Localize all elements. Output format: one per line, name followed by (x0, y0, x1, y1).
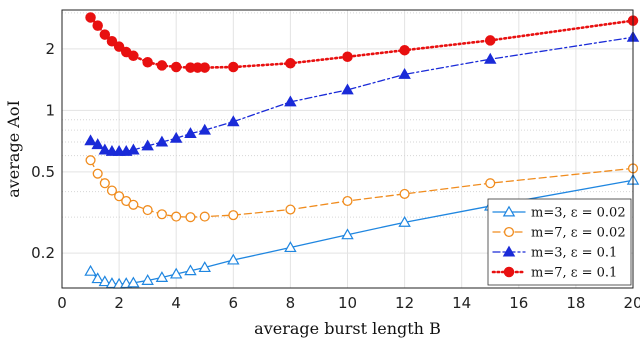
legend-label: m=7, ε = 0.1 (531, 266, 617, 281)
y-tick-label: 2 (45, 40, 55, 58)
x-tick-label: 2 (114, 294, 124, 312)
data-point (169, 131, 183, 143)
data-point (485, 178, 496, 189)
data-point (113, 41, 125, 52)
data-point (128, 50, 139, 62)
data-point (199, 211, 210, 222)
series-line (89, 16, 635, 69)
tick-labels: 0 2 4 6 8 10 12 14 16 18 200.20.512 (31, 40, 640, 312)
x-tick-label: 12 (395, 294, 414, 312)
data-point (156, 209, 167, 220)
x-axis-label: average burst length B (254, 319, 441, 338)
data-point (184, 127, 197, 139)
data-point (84, 134, 97, 146)
series-2 (85, 155, 639, 223)
data-point (484, 52, 497, 64)
x-tick-label: 20 (623, 294, 640, 312)
data-point (127, 143, 140, 155)
data-point (155, 271, 169, 282)
legend-item: m=3, ε = 0.1 (492, 245, 617, 261)
x-tick-label: 4 (171, 294, 181, 312)
data-point (284, 95, 297, 107)
data-point (105, 277, 119, 289)
plot-frame (61, 9, 634, 289)
data-point (184, 264, 197, 276)
data-point (91, 272, 104, 284)
data-point (155, 135, 169, 147)
data-point (198, 123, 211, 135)
data-point (171, 211, 182, 222)
data-point (92, 20, 103, 31)
y-tick-label: 1 (45, 101, 55, 119)
x-tick-label: 16 (509, 294, 528, 312)
series-4 (85, 12, 639, 73)
data-point (185, 212, 196, 223)
x-tick-label: 6 (229, 294, 239, 312)
data-point (284, 241, 297, 253)
data-point (128, 199, 139, 210)
x-tick-label: 10 (338, 294, 357, 312)
data-point (398, 215, 411, 227)
legend-marker (502, 245, 516, 257)
legend-item: m=3, ε = 0.02 (492, 205, 626, 221)
data-point (84, 264, 97, 276)
data-point (141, 274, 154, 285)
data-point (341, 228, 354, 240)
legend: m=3, ε = 0.02 m=7, ε = 0.02 m=3, ε = 0.1 m=… (487, 198, 632, 286)
data-point (228, 61, 239, 73)
legend-marker (503, 226, 515, 238)
data-point (285, 58, 296, 69)
y-tick-label: 0.2 (31, 244, 55, 262)
data-point (399, 44, 410, 56)
data-point (399, 188, 410, 199)
data-point (198, 261, 211, 273)
data-point (142, 57, 153, 68)
data-point (98, 143, 112, 155)
y-tick-label: 0.5 (31, 163, 55, 181)
legend-label: m=7, ε = 0.02 (531, 226, 626, 241)
data-point (85, 155, 96, 166)
x-tick-label: 18 (566, 294, 585, 312)
data-point (227, 115, 240, 127)
data-point (484, 35, 496, 46)
legend-item: m=7, ε = 0.02 (492, 226, 626, 241)
data-point (342, 195, 353, 207)
data-point (92, 168, 103, 179)
data-point (342, 51, 353, 63)
data-point (156, 60, 168, 71)
data-point (85, 12, 96, 23)
x-tick-label: 8 (286, 294, 296, 312)
data-point (127, 276, 140, 288)
legend-label: m=3, ε = 0.1 (531, 246, 617, 261)
x-tick-label: 0 (57, 294, 67, 312)
data-point (169, 267, 183, 279)
legend-marker (503, 266, 515, 278)
data-point (141, 139, 154, 151)
data-point (285, 204, 296, 215)
x-tick-label: 14 (452, 294, 471, 312)
data-point (106, 185, 118, 196)
data-point (199, 62, 210, 73)
data-point (114, 191, 125, 202)
data-point (228, 210, 239, 221)
data-point (91, 138, 104, 150)
series-3 (84, 30, 640, 156)
y-axis-label: average AoI (4, 100, 23, 198)
data-point (106, 35, 118, 47)
data-point (98, 275, 112, 287)
data-point (99, 178, 110, 189)
legend-item: m=7, ε = 0.1 (491, 266, 617, 281)
data-point (341, 83, 354, 95)
data-point (99, 29, 111, 40)
legend-label: m=3, ε = 0.02 (531, 206, 626, 221)
data-point (398, 67, 411, 79)
legend-marker (502, 205, 516, 217)
data-point (142, 205, 153, 216)
data-point (227, 253, 240, 265)
series-layer (84, 12, 640, 289)
data-point (170, 61, 182, 73)
